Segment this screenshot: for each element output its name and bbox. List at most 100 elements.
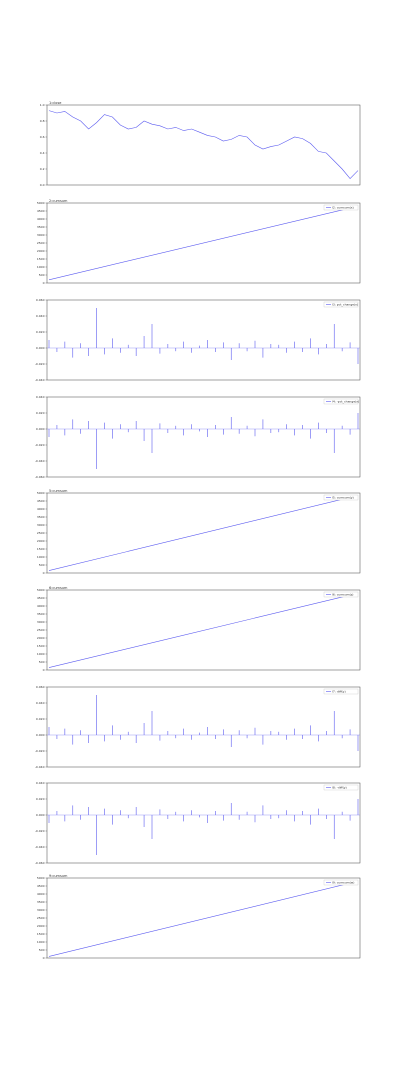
chart-title: 1:close — [49, 101, 61, 105]
y-tick-label: 0.000 — [36, 427, 45, 431]
y-tick-label: 3500 — [37, 515, 45, 519]
y-tick-label: -0.060 — [35, 475, 45, 479]
y-tick-label: -0.020 — [35, 749, 45, 753]
legend-box — [323, 494, 359, 501]
chart-title: 2:cumsum — [49, 199, 68, 203]
y-tick-label: 4500 — [37, 209, 45, 213]
y-tick-label: 1500 — [37, 547, 45, 551]
y-tick-label: 0.2 — [40, 167, 45, 171]
y-tick-label: -0.020 — [35, 362, 45, 366]
y-tick-label: 0.040 — [36, 701, 45, 705]
y-tick-label: 2000 — [37, 636, 45, 640]
y-tick-label: -0.040 — [35, 765, 45, 769]
plot-frame — [46, 782, 361, 864]
y-tick-label: 4000 — [37, 892, 45, 896]
y-tick-label: 2000 — [37, 924, 45, 928]
y-tick-label: 0 — [43, 281, 45, 285]
legend-box — [323, 301, 359, 308]
y-tick-label: 0.000 — [36, 346, 45, 350]
y-tick-label: 0.020 — [36, 411, 45, 415]
y-tick-label: 0.020 — [36, 717, 45, 721]
y-tick-label: 0.8 — [40, 119, 45, 123]
y-tick-label: 1000 — [37, 940, 45, 944]
y-tick-label: 0.0 — [40, 183, 45, 187]
y-tick-label: 1500 — [37, 932, 45, 936]
y-tick-label: 2000 — [37, 539, 45, 543]
y-tick-label: 1000 — [37, 265, 45, 269]
plot-frame — [46, 396, 361, 478]
legend-label: l9: cumsum(w) — [332, 881, 354, 885]
y-tick-label: 3500 — [37, 900, 45, 904]
y-tick-label: 4500 — [37, 884, 45, 888]
y-tick-label: 3000 — [37, 620, 45, 624]
y-tick-label: -0.040 — [35, 378, 45, 382]
legend-box — [323, 398, 359, 405]
series-line — [48, 592, 359, 668]
y-tick-label: 0.000 — [36, 733, 45, 737]
y-tick-label: 0 — [43, 956, 45, 960]
y-tick-label: 0 — [43, 668, 45, 672]
chart-title: 9:cumsum — [49, 874, 68, 878]
y-tick-label: 0.4 — [40, 151, 45, 155]
legend-box — [323, 784, 359, 791]
y-tick-label: 0.020 — [36, 797, 45, 801]
y-tick-label: 4500 — [37, 596, 45, 600]
y-tick-label: 0.060 — [36, 685, 45, 689]
y-tick-label: 2000 — [37, 249, 45, 253]
plot-frame — [46, 104, 361, 186]
y-tick-label: -0.040 — [35, 459, 45, 463]
y-tick-label: 5000 — [37, 876, 45, 880]
series-line — [48, 110, 359, 180]
plot-frame — [46, 299, 361, 381]
plot-frame — [46, 589, 361, 671]
legend-label: l8: -diff(y) — [332, 786, 347, 790]
legend-box — [323, 879, 359, 886]
y-tick-label: 500 — [39, 273, 45, 277]
y-tick-label: 1500 — [37, 257, 45, 261]
y-tick-label: 500 — [39, 660, 45, 664]
y-tick-label: 0.040 — [36, 314, 45, 318]
y-tick-label: 0.000 — [36, 813, 45, 817]
y-tick-label: -0.060 — [35, 861, 45, 865]
y-tick-label: 2500 — [37, 241, 45, 245]
legend-label: l3: pct_change(x) — [332, 303, 358, 307]
y-tick-label: 2500 — [37, 628, 45, 632]
y-tick-label: 5000 — [37, 491, 45, 495]
y-tick-label: 0 — [43, 571, 45, 575]
plot-frame — [46, 877, 361, 959]
y-tick-label: 3500 — [37, 612, 45, 616]
y-tick-label: 1.0 — [40, 103, 45, 107]
y-tick-label: 3000 — [37, 523, 45, 527]
y-tick-label: -0.020 — [35, 443, 45, 447]
legend-label: l6: cumsum(z) — [332, 593, 353, 597]
y-tick-label: 0.060 — [36, 298, 45, 302]
y-tick-label: 500 — [39, 948, 45, 952]
legend-label: l4: -pct_change(x) — [332, 400, 359, 404]
legend-box — [323, 591, 359, 598]
y-tick-label: 3000 — [37, 233, 45, 237]
series-line — [48, 495, 359, 571]
y-tick-label: 4000 — [37, 604, 45, 608]
series-line — [48, 880, 359, 957]
y-tick-label: 1000 — [37, 652, 45, 656]
y-tick-label: 5000 — [37, 588, 45, 592]
legend-label: l2: cumsum(x) — [332, 206, 354, 210]
legend-box — [323, 204, 359, 211]
y-tick-label: 5000 — [37, 201, 45, 205]
chart-title: 5:cumsum — [49, 489, 68, 493]
y-tick-label: 2500 — [37, 916, 45, 920]
y-tick-label: 0.040 — [36, 781, 45, 785]
y-tick-label: 4000 — [37, 507, 45, 511]
y-tick-label: 0.040 — [36, 395, 45, 399]
legend-box — [323, 688, 359, 695]
y-tick-label: 1500 — [37, 644, 45, 648]
y-tick-label: 0.6 — [40, 135, 45, 139]
y-tick-label: 0.020 — [36, 330, 45, 334]
series-line — [48, 205, 359, 281]
y-tick-label: 2500 — [37, 531, 45, 535]
legend-label: l7: diff(y) — [332, 690, 346, 694]
y-tick-label: 4500 — [37, 499, 45, 503]
y-tick-label: 1000 — [37, 555, 45, 559]
y-tick-label: -0.040 — [35, 845, 45, 849]
